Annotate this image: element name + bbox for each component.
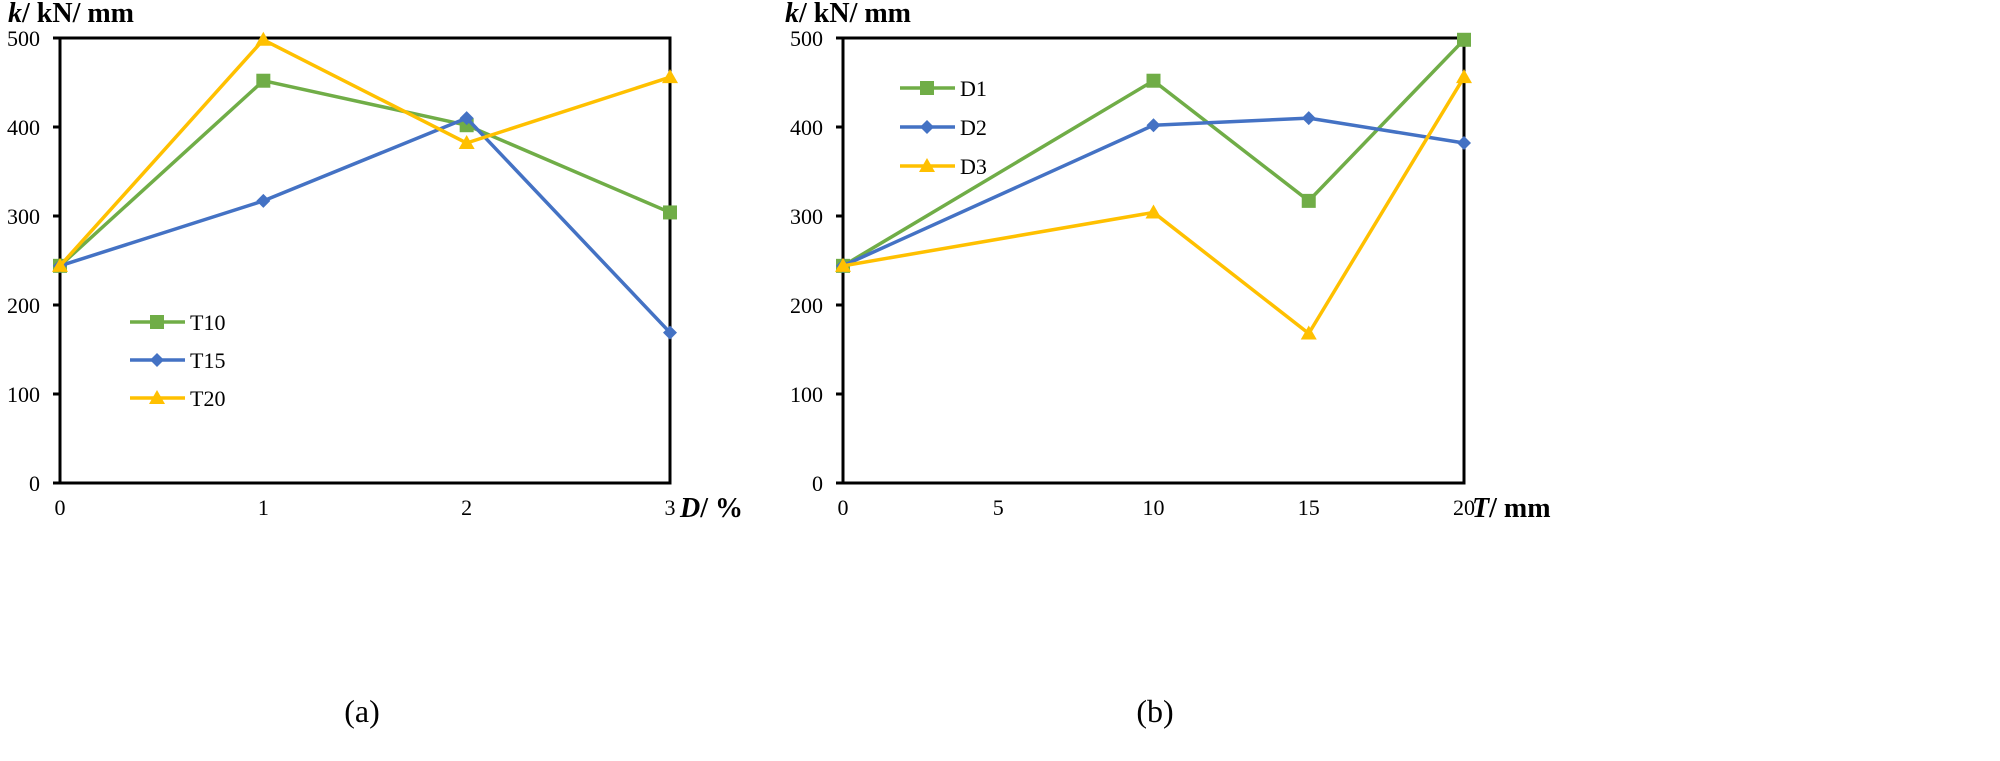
x-tick-label: 0 [838, 495, 849, 520]
data-point [1145, 204, 1162, 219]
y-axis-unit: / kN/ mm [21, 0, 134, 29]
y-tick-label: 300 [7, 204, 40, 229]
y-axis-variable: k [8, 0, 22, 29]
legend-label: D1 [960, 76, 987, 101]
legend-item: D3 [900, 154, 987, 179]
data-point [1456, 69, 1472, 84]
data-point [1146, 73, 1161, 88]
legend-marker [150, 353, 164, 367]
y-tick-label: 100 [790, 382, 823, 407]
data-point [1301, 111, 1316, 126]
y-tick-label: 200 [790, 293, 823, 318]
series-D2 [836, 111, 1471, 273]
series-line [842, 76, 1466, 336]
y-tick-label: 500 [7, 26, 40, 51]
data-point [663, 205, 677, 220]
data-point [459, 111, 474, 126]
series-line [59, 116, 672, 334]
y-axis-variable: k [785, 0, 799, 29]
x-axis-label: T/ mm [1472, 493, 1551, 524]
legend-label: T15 [190, 348, 225, 373]
legend-item: D1 [900, 76, 987, 101]
legend-item: D2 [900, 115, 987, 140]
y-axis-label: k/ kN/ mm [8, 0, 134, 29]
legend-marker [920, 120, 934, 134]
x-tick-label: 20 [1453, 495, 1475, 520]
data-point [1457, 32, 1471, 47]
chart-panel-a: 0 100 200 300 400 500 0 1 2 3 k/ kN/ mm D/ % (a) T10 T… [7, 0, 743, 729]
x-tick-label: 2 [461, 495, 472, 520]
data-point [256, 193, 271, 208]
legend-marker [919, 158, 935, 172]
y-axis-unit: / kN/ mm [798, 0, 911, 29]
series-T20 [52, 31, 678, 272]
series-D1 [836, 32, 1471, 273]
x-tick-label: 0 [55, 495, 66, 520]
data-point [256, 73, 271, 88]
data-point [1146, 118, 1161, 133]
data-point [1301, 193, 1316, 208]
y-axis-label: k/ kN/ mm [785, 0, 911, 29]
x-axis-unit: / % [699, 493, 743, 524]
x-tick-label: 10 [1143, 495, 1165, 520]
x-tick-label: 3 [665, 495, 676, 520]
y-tick-label: 500 [790, 26, 823, 51]
series-line [58, 38, 671, 268]
data-point [52, 257, 68, 272]
series-line [58, 78, 671, 268]
legend-item: T10 [130, 310, 225, 335]
x-tick-label: 5 [993, 495, 1004, 520]
data-point [835, 257, 851, 272]
chart-panel-b: 0 100 200 300 400 500 0 5 10 15 20 k/ kN/ mm T/ mm (b… [785, 0, 1551, 729]
series-line [842, 116, 1465, 268]
data-point [662, 69, 678, 84]
data-point [1457, 136, 1471, 151]
legend-label: T20 [190, 386, 225, 411]
series-T15 [53, 111, 677, 340]
y-tick-label: 0 [29, 471, 40, 496]
y-tick-label: 100 [7, 382, 40, 407]
data-point [255, 31, 272, 46]
y-tick-label: 400 [7, 115, 40, 140]
y-tick-label: 300 [790, 204, 823, 229]
legend-marker [150, 315, 164, 329]
series-D3 [835, 69, 1472, 340]
y-tick-label: 0 [812, 471, 823, 496]
panel-label: (b) [1136, 693, 1173, 729]
x-axis-unit: / mm [1488, 493, 1550, 524]
y-tick-label: 400 [790, 115, 823, 140]
data-point [458, 135, 475, 150]
x-tick-label: 15 [1298, 495, 1320, 520]
series-line [842, 38, 1466, 268]
data-point [663, 325, 677, 340]
legend-item: T20 [130, 386, 225, 411]
y-tick-label: 200 [7, 293, 40, 318]
plot-frame [841, 36, 1466, 485]
panel-label: (a) [344, 693, 380, 729]
data-point [1300, 325, 1317, 340]
legend-item: T15 [130, 348, 225, 373]
x-axis-variable: D [679, 493, 700, 524]
legend-label: T10 [190, 310, 225, 335]
legend-label: D2 [960, 115, 987, 140]
legend-marker [149, 390, 165, 404]
x-axis-label: D/ % [679, 493, 743, 524]
x-axis-variable: T [1472, 493, 1491, 524]
x-tick-label: 1 [258, 495, 269, 520]
legend-marker [920, 81, 934, 95]
legend-label: D3 [960, 154, 987, 179]
